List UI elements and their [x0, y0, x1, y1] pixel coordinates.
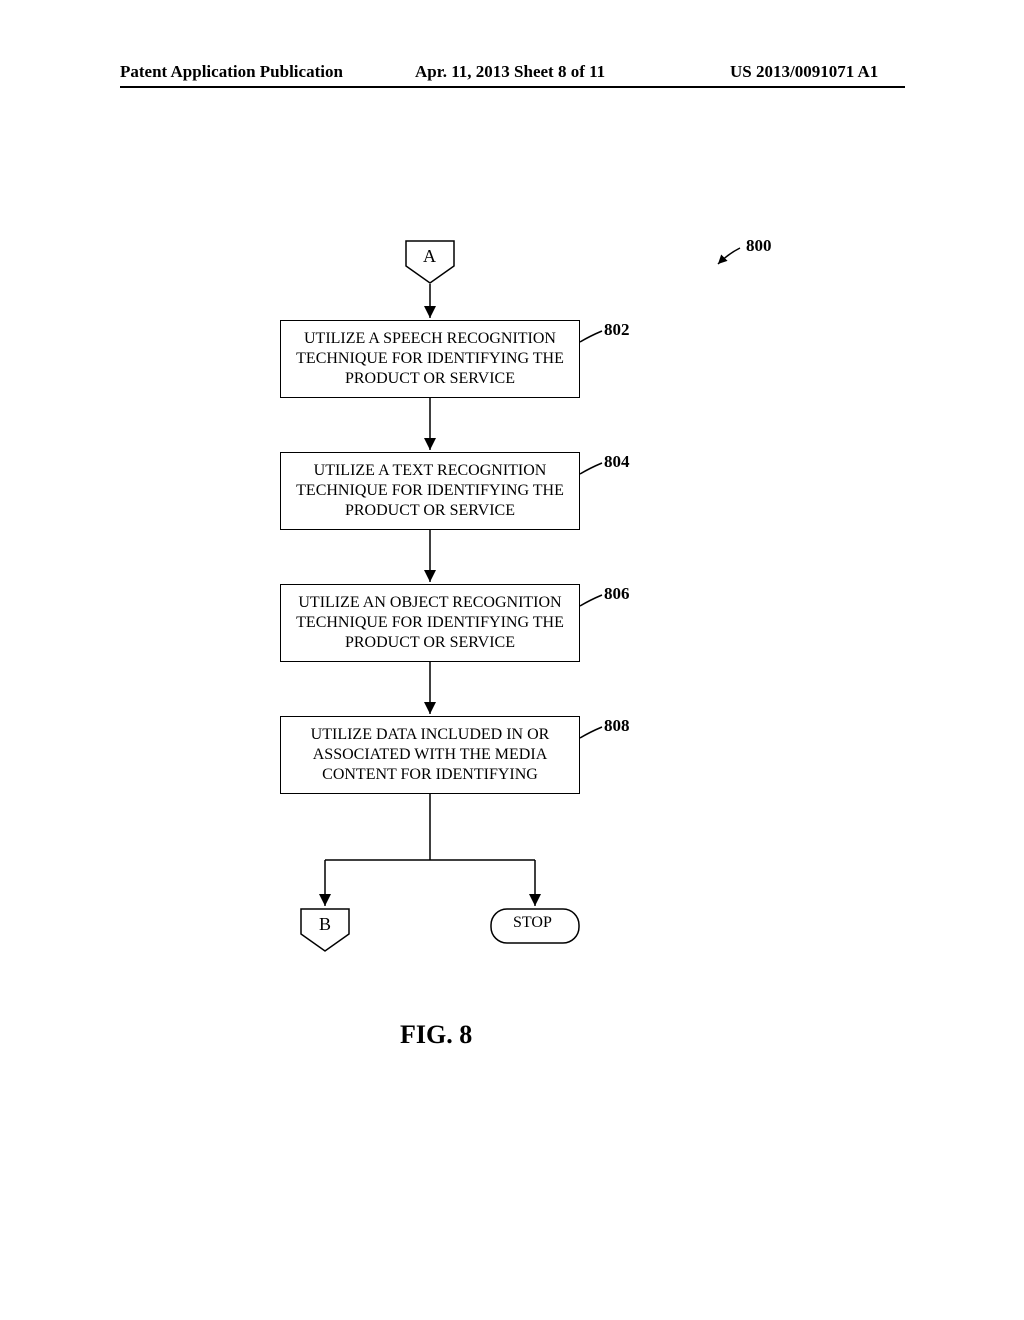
patent-page: Patent Application Publication Apr. 11, … [0, 0, 1024, 1320]
terminal-stop-label: STOP [513, 914, 552, 932]
flow-arrows [0, 0, 1024, 1000]
connector-b-label: B [319, 914, 331, 935]
figure-caption: FIG. 8 [400, 1020, 472, 1050]
